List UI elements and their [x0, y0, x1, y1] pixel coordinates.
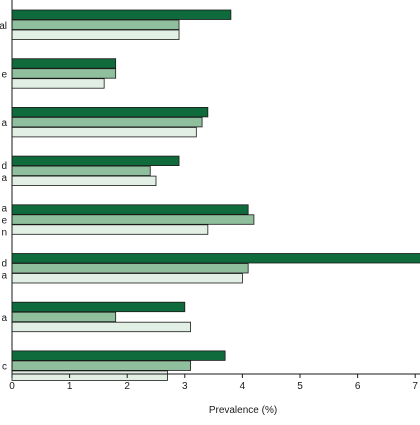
bar-7-series-3 — [11, 321, 191, 333]
category-label-6-line-2: a — [1, 270, 7, 281]
x-tick-label-7: 7 — [412, 381, 418, 392]
category-label-7-line-1: a — [1, 313, 7, 324]
bar-8-series-3 — [11, 370, 168, 381]
bars — [11, 9, 420, 381]
category-label-4-line-2: a — [1, 173, 7, 184]
bar-3-series-3 — [11, 127, 197, 138]
bar-7-series-1 — [11, 301, 186, 313]
bar-4-series-1 — [11, 155, 180, 167]
category-label-8-line-1: c — [2, 362, 7, 373]
category-label-3-line-1: a — [1, 118, 7, 129]
x-tick-label-6: 6 — [355, 381, 361, 392]
bar-1-series-1 — [11, 9, 232, 20]
x-tick-label-1: 1 — [67, 381, 73, 392]
bar-2-series-1 — [11, 58, 117, 69]
bar-5-series-2 — [11, 214, 255, 225]
bar-8-series-2 — [11, 360, 191, 371]
category-label-5-line-3: n — [1, 228, 7, 239]
bar-3-series-1 — [11, 107, 209, 118]
bar-1-series-2 — [11, 19, 180, 30]
bar-6-series-1 — [11, 253, 420, 264]
bar-6-series-3 — [11, 273, 243, 284]
x-axis-title: Prevalence (%) — [209, 405, 277, 416]
category-label-5-line-2: e — [1, 216, 7, 227]
x-tick-label-0: 0 — [9, 381, 15, 392]
bar-1-series-3 — [11, 29, 180, 40]
bar-6-series-2 — [11, 263, 249, 274]
category-label-5-line-1: a — [1, 204, 7, 215]
bar-8-series-1 — [11, 350, 226, 361]
category-label-4-line-1: d — [1, 161, 7, 172]
bar-7-series-2 — [11, 311, 117, 323]
category-label-2-line-1: e — [1, 69, 7, 80]
bar-4-series-3 — [11, 175, 157, 187]
bar-2-series-3 — [11, 78, 105, 89]
x-tick-label-3: 3 — [182, 381, 188, 392]
x-tick-label-4: 4 — [240, 381, 246, 392]
bar-5-series-1 — [11, 204, 249, 215]
bar-4-series-2 — [11, 165, 151, 177]
x-tick-label-5: 5 — [297, 381, 303, 392]
x-axis: 0 1 2 3 4 5 6 7 — [9, 0, 420, 392]
category-label-6-line-1: d — [1, 258, 7, 269]
category-label-1-line-1: al — [0, 21, 7, 32]
bar-2-series-2 — [11, 68, 117, 79]
bar-3-series-2 — [11, 117, 203, 128]
x-tick-label-2: 2 — [124, 381, 130, 392]
bar-5-series-3 — [11, 224, 209, 235]
